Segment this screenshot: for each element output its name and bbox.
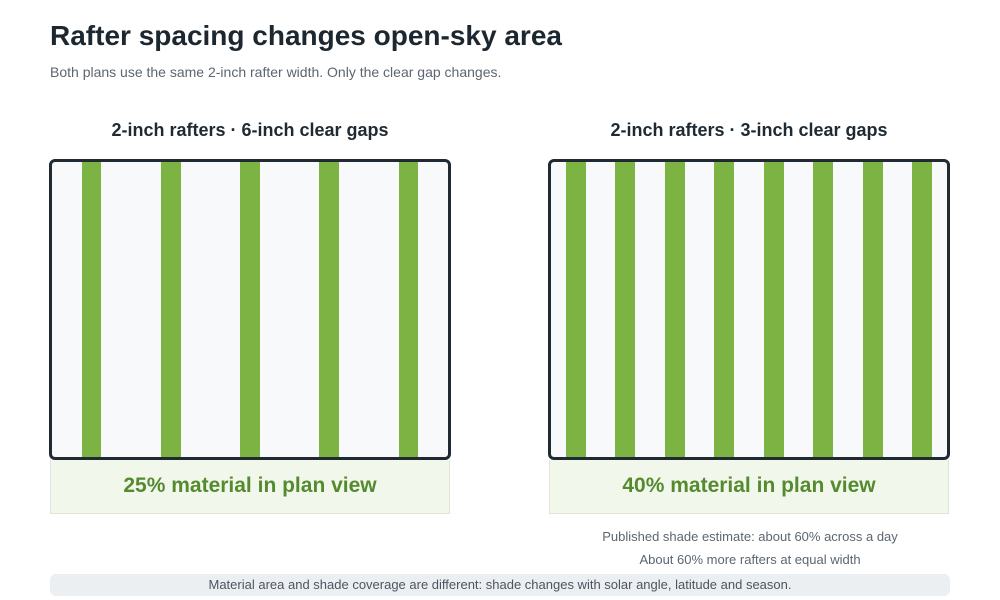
panel-six-inch-gaps: 2-inch rafters · 6-inch clear gaps 25% m… — [49, 118, 451, 514]
material-percent-label: 25% material in plan view — [50, 460, 450, 514]
panel-heading: 2-inch rafters · 3-inch clear gaps — [610, 120, 888, 140]
rafter — [714, 162, 735, 457]
material-percent-label: 40% material in plan view — [549, 460, 949, 514]
rafter — [763, 162, 784, 457]
page-subtitle: Both plans use the same 2-inch rafter wi… — [50, 64, 502, 80]
rafter — [160, 162, 181, 457]
panel-three-inch-gaps: 2-inch rafters · 3-inch clear gaps 40% m… — [548, 118, 950, 514]
rafter — [912, 162, 933, 457]
rafter — [240, 162, 260, 457]
rafter — [615, 162, 636, 457]
shade-estimate-note: Published shade estimate: about 60% acro… — [602, 529, 898, 544]
rafter — [398, 162, 419, 457]
plan-view-six-inch-gaps — [49, 159, 451, 460]
rafter — [813, 162, 834, 457]
rafter — [862, 162, 883, 457]
rafter — [664, 162, 685, 457]
plan-view-three-inch-gaps — [548, 159, 950, 460]
footer-note: Material area and shade coverage are dif… — [50, 574, 950, 596]
rafter-count-note: About 60% more rafters at equal width — [639, 552, 861, 567]
rafter — [319, 162, 340, 457]
rafter — [565, 162, 586, 457]
panel-heading: 2-inch rafters · 6-inch clear gaps — [111, 120, 389, 140]
rafter — [81, 162, 102, 457]
page-title: Rafter spacing changes open-sky area — [50, 20, 562, 51]
